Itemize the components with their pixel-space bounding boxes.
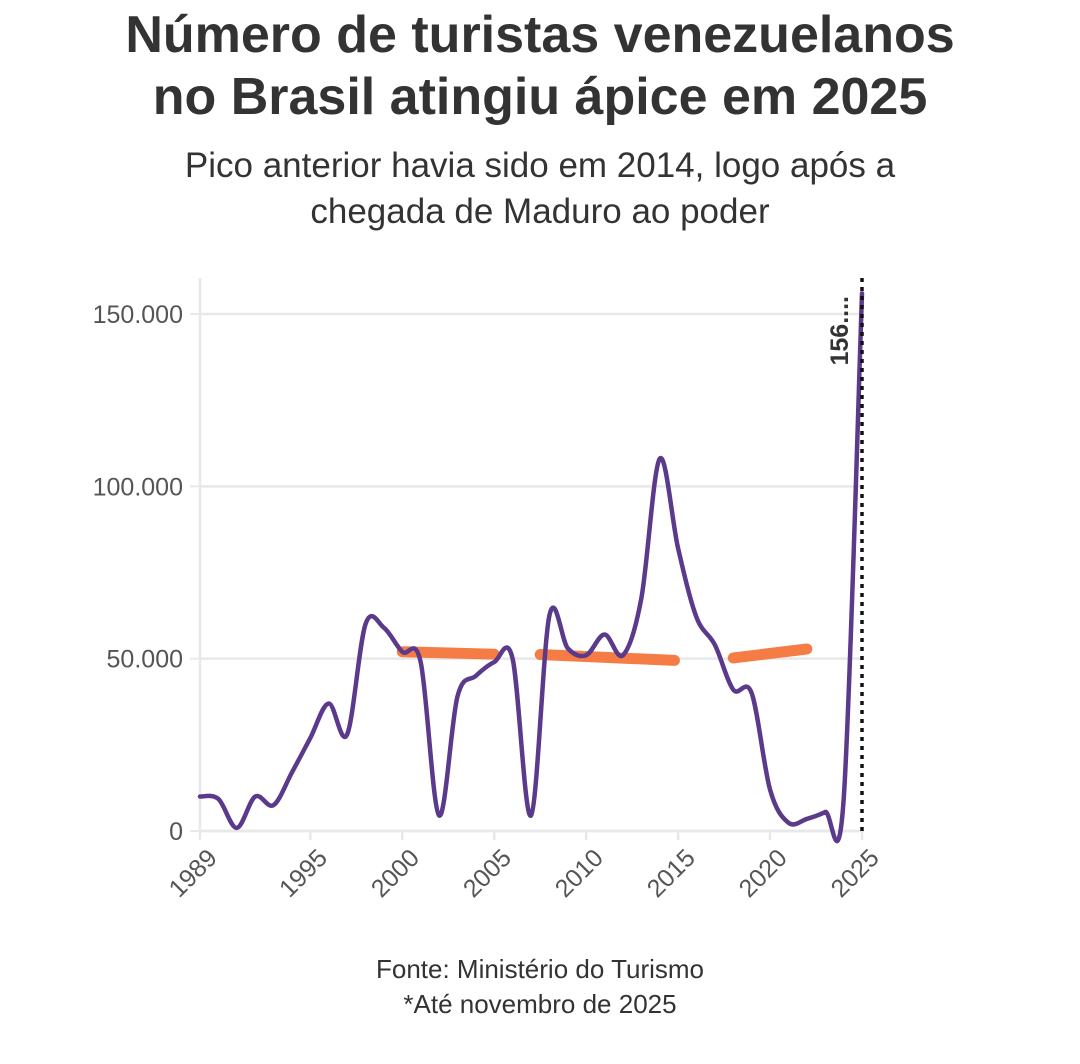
y-tick-label: 100.000 <box>93 473 183 501</box>
reference-line-group: 156.... <box>826 278 864 831</box>
y-tick-label: 150.000 <box>93 301 183 329</box>
title-line-1: Número de turistas venezuelanos <box>125 6 955 64</box>
line-chart: 0 50.000 100.000 150.000 1989 1995 2000 2005 20… <box>93 278 885 903</box>
subtitle-line-2: chegada de Maduro ao poder <box>310 192 770 231</box>
trend-segment <box>727 643 813 664</box>
subtitle-line-1: Pico anterior havia sido em 2014, logo a… <box>184 146 896 185</box>
trend-segment <box>534 649 680 666</box>
chart-footer: Fonte: Ministério do Turismo *Até novemb… <box>0 952 1080 1022</box>
x-tick-label: 2010 <box>550 844 609 903</box>
peak-annotation: 156.... <box>826 296 854 366</box>
x-tick-label: 2000 <box>366 844 425 903</box>
title-line-2: no Brasil atingiu ápice em 2025 <box>152 68 928 126</box>
source-note: Fonte: Ministério do Turismo <box>375 954 704 984</box>
x-tick-label: 1995 <box>274 844 333 903</box>
chart-title: Número de turistas venezuelanos no Brasi… <box>0 4 1080 128</box>
x-tick-label: 2020 <box>734 844 793 903</box>
x-tick-label: 2005 <box>458 844 517 903</box>
footnote: *Até novembro de 2025 <box>403 989 677 1019</box>
chart-subtitle: Pico anterior havia sido em 2014, logo a… <box>0 143 1080 235</box>
y-axis: 0 50.000 100.000 150.000 <box>93 278 202 846</box>
y-tick-label: 50.000 <box>107 646 183 674</box>
x-tick-label: 2015 <box>642 844 701 903</box>
x-tick-label: 1989 <box>164 844 223 903</box>
x-tick-label: 2025 <box>826 844 885 903</box>
x-axis: 1989 1995 2000 2005 2010 2015 2020 2025 <box>164 829 885 903</box>
series-lines <box>197 291 865 844</box>
series-line <box>197 291 865 844</box>
trend-segments <box>396 643 813 666</box>
y-tick-label: 0 <box>169 818 183 846</box>
